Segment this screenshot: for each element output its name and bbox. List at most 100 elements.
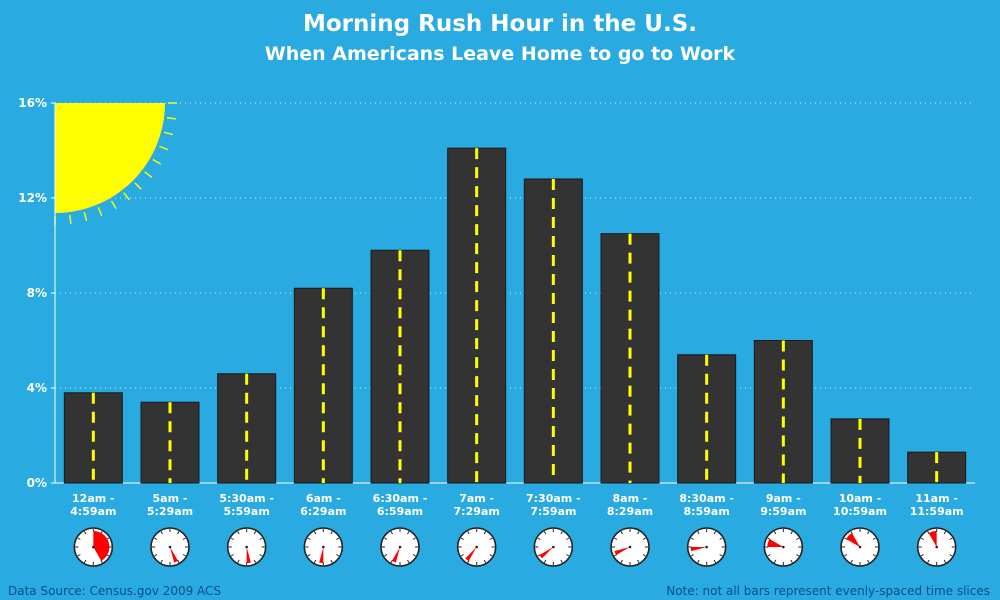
clock-wedge [319, 547, 324, 563]
xtick-label: 9:59am [760, 505, 806, 518]
clock-tick [872, 554, 876, 557]
clock-tick [867, 559, 870, 563]
clock-tick [154, 537, 158, 540]
clock-tick [160, 559, 163, 563]
clock-tick [253, 559, 257, 563]
xtick-label: 8:29am [607, 505, 653, 518]
clock-tick [560, 531, 563, 535]
clock-tick [336, 537, 340, 540]
sun-ray [163, 131, 174, 136]
xtick-label: 6:59am [377, 505, 423, 518]
clock-tick [850, 559, 853, 563]
clock-center [552, 545, 555, 549]
clock-center [628, 545, 632, 549]
data-source-note: Data Source: Census.gov 2009 ACS [8, 584, 221, 598]
clock-wedge [170, 547, 178, 563]
clock-tick [407, 559, 410, 563]
xtick-label: 5:30am - [219, 492, 274, 505]
clock-icon [150, 527, 190, 567]
clock-center [935, 545, 938, 549]
xtick-label: 5:29am [147, 505, 193, 518]
clock-wedge [246, 547, 251, 563]
sun-ray [134, 182, 142, 190]
clock-tick [336, 554, 340, 557]
clock-tick [384, 554, 388, 557]
clock-tick [83, 559, 87, 563]
spacing-note: Note: not all bars represent evenly-spac… [666, 584, 990, 598]
clock-tick [330, 559, 333, 563]
sun-icon [54, 102, 177, 225]
clock-tick [412, 537, 416, 540]
clock-tick [920, 537, 924, 540]
sun-ray [144, 171, 153, 178]
xtick-label: 10am - [839, 492, 882, 505]
clock-tick [154, 554, 158, 557]
clock-tick [767, 554, 771, 557]
clock-tick [637, 559, 640, 563]
clock-icon [840, 527, 880, 567]
clock-tick [390, 559, 393, 563]
chart-subtitle: When Americans Leave Home to go to Work [265, 43, 736, 65]
clock-tick [773, 531, 777, 535]
clock-center [322, 545, 325, 549]
clock-tick [259, 537, 263, 540]
x-axis: 12am -4:59am 5am -5:29am 5:30am -5:59am 6am… [70, 492, 963, 518]
chart-title: Morning Rush Hour in the U.S. [303, 11, 697, 37]
clock-tick [790, 559, 793, 563]
clock-tick [642, 554, 646, 557]
clock-tick [237, 559, 240, 563]
xtick-label: 7:59am [530, 505, 576, 518]
xtick-label: 5am - [153, 492, 188, 505]
xtick-label: 6:30am - [373, 492, 428, 505]
clock-tick [460, 554, 464, 557]
clock-tick [927, 531, 930, 535]
clock-icon [763, 527, 804, 567]
clock-tick [690, 537, 694, 540]
clock-tick [844, 554, 848, 557]
clock-center [705, 545, 708, 549]
clock-tick [796, 537, 800, 540]
clock-icon [303, 527, 344, 567]
clock-tick [230, 537, 234, 540]
clock-wedge [392, 547, 400, 563]
clock-tick [719, 537, 723, 540]
ytick-label: 8% [27, 286, 47, 300]
clock-tick [620, 531, 623, 535]
clock-icon [456, 527, 497, 567]
clock-wedge [690, 547, 707, 552]
clock-tick [483, 531, 487, 535]
clock-icon [916, 527, 957, 567]
clock-tick [560, 559, 563, 563]
xtick-label: 7:29am [454, 505, 500, 518]
clock-tick [460, 537, 464, 540]
clock-tick [790, 531, 793, 535]
clock-tick [259, 554, 263, 557]
clock-tick [867, 531, 870, 535]
clock-tick [467, 531, 470, 535]
sun-ray [159, 145, 168, 151]
clock-center [168, 545, 172, 549]
clock-tick [697, 559, 700, 563]
clock-tick [384, 537, 388, 540]
sun-ray [110, 200, 117, 210]
sun-ray [97, 207, 103, 216]
clock-tick [949, 537, 953, 540]
clock-center [92, 545, 95, 549]
clock-tick [77, 537, 81, 540]
clocks [73, 527, 957, 567]
clock-tick [77, 554, 81, 557]
xtick-label: 10:59am [833, 505, 887, 518]
clock-icon [610, 527, 650, 567]
clock-wedge [539, 547, 554, 559]
clock-tick [177, 559, 180, 563]
ytick-label: 12% [18, 191, 47, 205]
clock-tick [182, 537, 186, 540]
clock-tick [642, 537, 646, 540]
clock-tick [307, 537, 311, 540]
clock-tick [543, 559, 547, 563]
clock-tick [566, 537, 570, 540]
bars [63, 147, 967, 484]
xtick-label: 8:59am [684, 505, 730, 518]
clock-icon [686, 527, 727, 567]
